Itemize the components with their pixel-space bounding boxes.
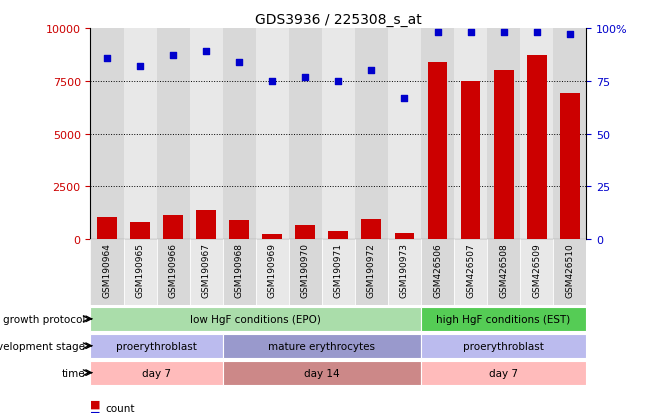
Point <box>366 68 377 74</box>
Bar <box>97 217 117 240</box>
Point <box>465 30 476 36</box>
Bar <box>90 361 222 385</box>
Bar <box>421 307 586 331</box>
Bar <box>190 240 222 306</box>
Bar <box>256 29 289 240</box>
Bar <box>256 240 289 306</box>
Text: mature erythrocytes: mature erythrocytes <box>268 341 375 351</box>
Point <box>168 53 178 59</box>
Text: development stage: development stage <box>0 341 86 351</box>
Text: GSM190971: GSM190971 <box>334 243 343 298</box>
Bar <box>388 29 421 240</box>
Bar <box>395 233 414 240</box>
Bar <box>322 29 355 240</box>
Text: GSM190966: GSM190966 <box>169 243 178 298</box>
Bar <box>355 240 388 306</box>
Bar <box>222 240 256 306</box>
Text: day 14: day 14 <box>304 368 340 378</box>
Point <box>267 78 277 85</box>
Text: GSM426506: GSM426506 <box>433 243 442 297</box>
Bar <box>421 361 586 385</box>
Bar <box>494 71 513 240</box>
Bar <box>123 29 157 240</box>
Text: GSM190967: GSM190967 <box>202 243 210 298</box>
Bar <box>421 334 586 358</box>
Point <box>432 30 443 36</box>
Bar <box>421 29 454 240</box>
Text: GSM426509: GSM426509 <box>532 243 541 297</box>
Bar <box>90 307 421 331</box>
Bar <box>196 210 216 240</box>
Point <box>300 74 311 81</box>
Text: time: time <box>62 368 86 378</box>
Bar <box>90 334 222 358</box>
Point <box>234 59 245 66</box>
Text: day 7: day 7 <box>489 368 518 378</box>
Text: low HgF conditions (EPO): low HgF conditions (EPO) <box>190 314 321 324</box>
Point <box>135 64 145 70</box>
Text: day 7: day 7 <box>142 368 171 378</box>
Text: growth protocol: growth protocol <box>3 314 86 324</box>
Text: ■: ■ <box>90 399 101 409</box>
Text: high HgF conditions (EST): high HgF conditions (EST) <box>436 314 571 324</box>
Bar <box>355 29 388 240</box>
Bar <box>190 29 222 240</box>
Bar <box>454 240 487 306</box>
Bar <box>90 29 123 240</box>
Text: proerythroblast: proerythroblast <box>463 341 544 351</box>
Bar <box>520 29 553 240</box>
Bar <box>157 240 190 306</box>
Point <box>399 95 410 102</box>
Bar <box>362 220 381 240</box>
Point <box>531 30 542 36</box>
Bar <box>487 29 520 240</box>
Title: GDS3936 / 225308_s_at: GDS3936 / 225308_s_at <box>255 12 421 26</box>
Bar <box>295 226 315 240</box>
Bar <box>90 240 123 306</box>
Bar <box>229 221 249 240</box>
Bar <box>130 223 150 240</box>
Text: GSM190965: GSM190965 <box>135 243 145 298</box>
Text: proerythroblast: proerythroblast <box>116 341 197 351</box>
Bar <box>527 56 547 240</box>
Bar <box>263 234 282 240</box>
Bar <box>157 29 190 240</box>
Bar <box>222 29 256 240</box>
Text: GSM426510: GSM426510 <box>565 243 574 297</box>
Text: GSM190973: GSM190973 <box>400 243 409 298</box>
Text: count: count <box>105 403 135 413</box>
Bar <box>163 215 183 240</box>
Bar <box>553 240 586 306</box>
Text: GSM426508: GSM426508 <box>499 243 508 297</box>
Point <box>564 32 575 38</box>
Bar <box>123 240 157 306</box>
Bar <box>487 240 520 306</box>
Point <box>102 55 113 62</box>
Bar <box>427 63 448 240</box>
Bar <box>388 240 421 306</box>
Bar <box>520 240 553 306</box>
Point <box>498 30 509 36</box>
Bar <box>454 29 487 240</box>
Bar <box>328 231 348 240</box>
Text: GSM190970: GSM190970 <box>301 243 310 298</box>
Bar <box>222 334 421 358</box>
Point <box>201 49 212 55</box>
Point <box>333 78 344 85</box>
Text: GSM190969: GSM190969 <box>268 243 277 298</box>
Bar <box>553 29 586 240</box>
Bar <box>461 82 480 240</box>
Text: GSM190972: GSM190972 <box>367 243 376 298</box>
Text: GSM190968: GSM190968 <box>234 243 244 298</box>
Text: GSM426507: GSM426507 <box>466 243 475 297</box>
Text: GSM190964: GSM190964 <box>103 243 111 298</box>
Bar <box>289 29 322 240</box>
Bar <box>322 240 355 306</box>
Bar <box>222 361 421 385</box>
Bar <box>421 240 454 306</box>
Bar <box>289 240 322 306</box>
Bar <box>560 94 580 240</box>
Text: ■: ■ <box>90 410 101 413</box>
